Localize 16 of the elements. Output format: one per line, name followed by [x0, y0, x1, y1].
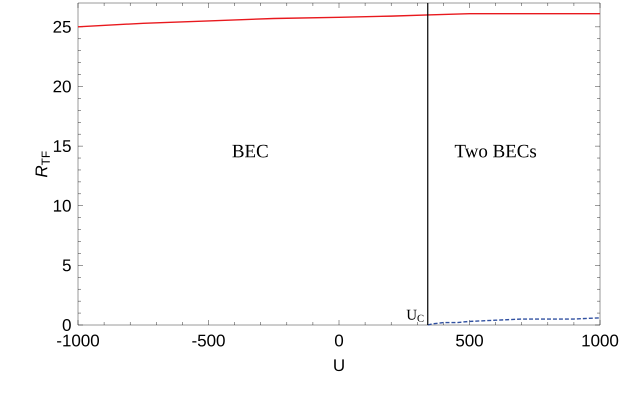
y-tick-label: 0 [62, 319, 71, 331]
x-tick-label: -1000 [57, 334, 99, 347]
y-tick-label: 10 [54, 200, 71, 212]
y-tick-label: 20 [54, 80, 71, 92]
x-tick-label: 1000 [582, 334, 618, 347]
y-tick-label: 25 [54, 20, 71, 33]
annotation: BEC [232, 144, 268, 158]
x-axis-title: U [334, 359, 344, 372]
y-axis-title: R$_{TF}$ [36, 151, 50, 178]
x-tick-label: 500 [456, 334, 483, 347]
y-tick-label: 5 [62, 259, 71, 272]
y-tick-label: 15 [54, 140, 71, 152]
x-tick-label: -500 [192, 334, 225, 347]
annotation: Two BECs [454, 144, 536, 158]
ref-line-label: U$_{C}$ [406, 310, 424, 322]
x-tick-label: 0 [334, 334, 344, 347]
